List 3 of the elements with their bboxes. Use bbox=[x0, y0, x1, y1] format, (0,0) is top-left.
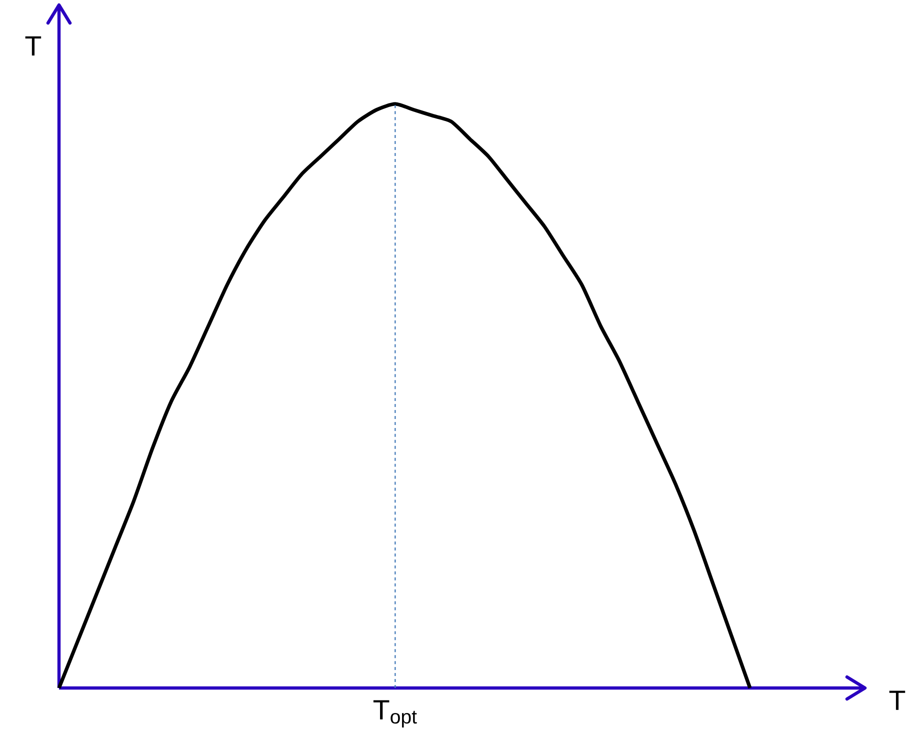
x-axis-title: T bbox=[889, 690, 906, 710]
text: T$_{opt}$ bbox=[373, 700, 417, 728]
y-axis-title: T bbox=[25, 36, 42, 56]
